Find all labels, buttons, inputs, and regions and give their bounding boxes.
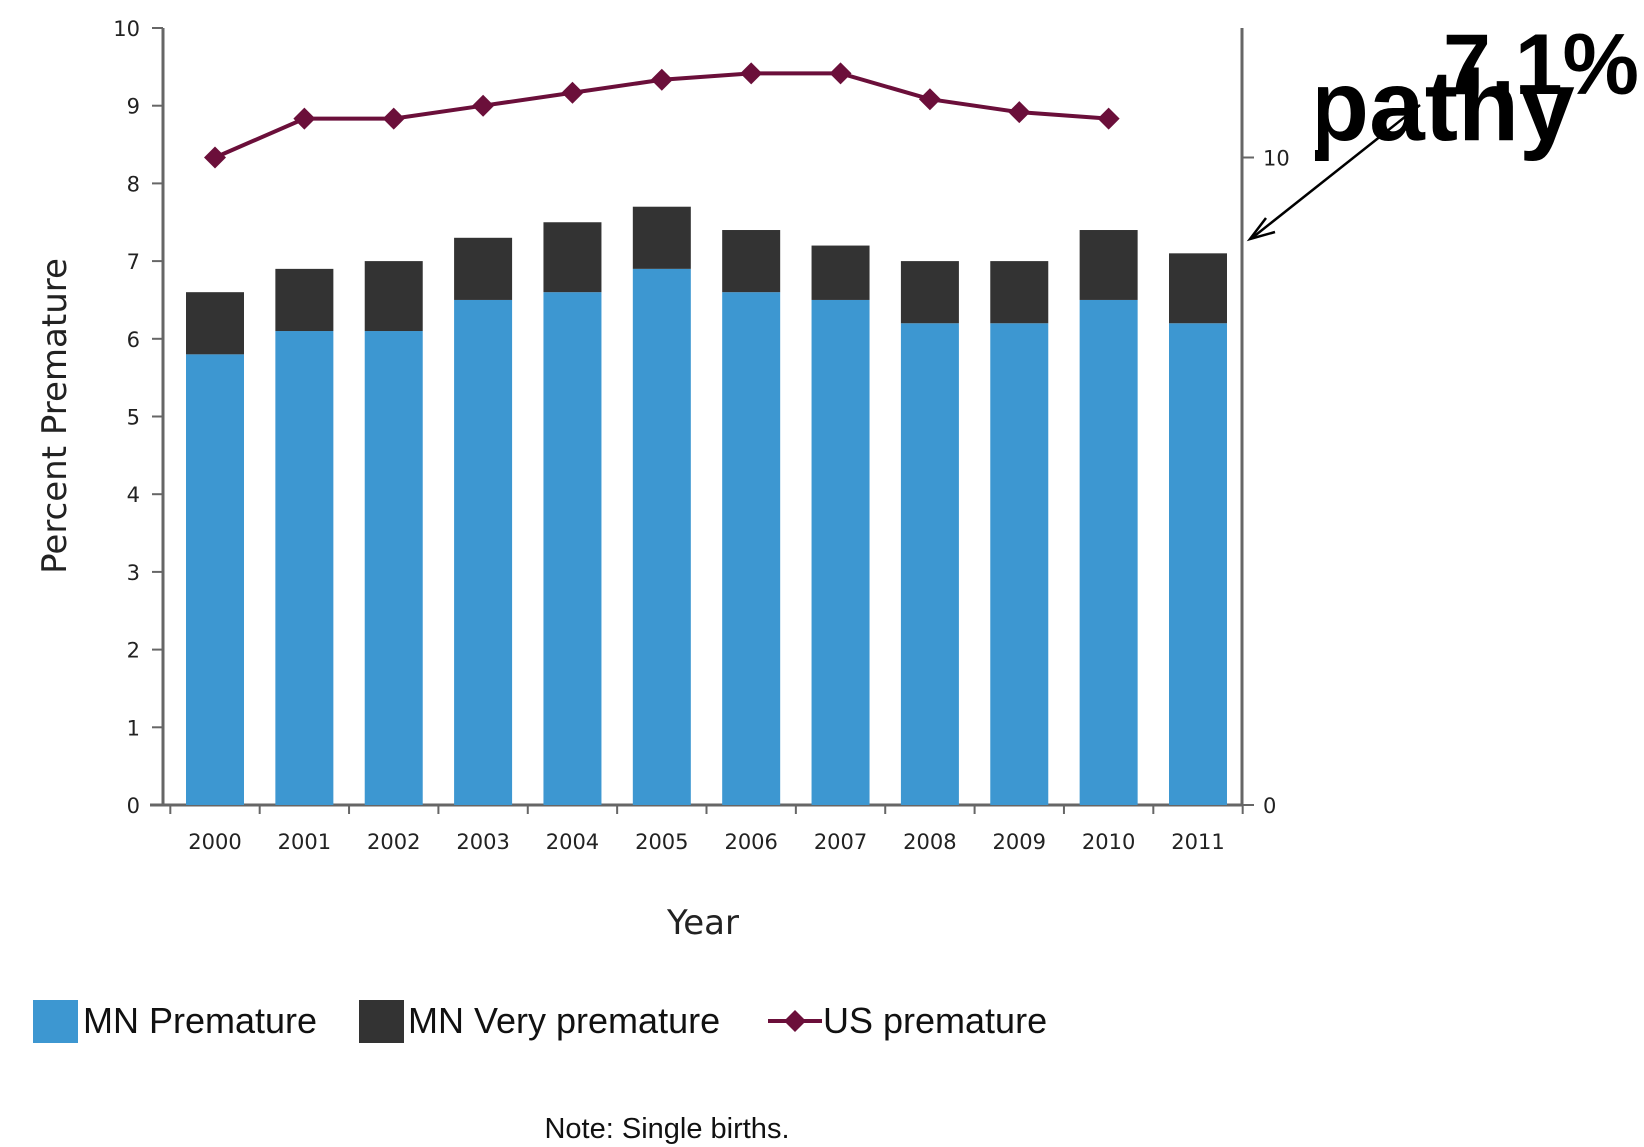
y-tick-label: 9 xyxy=(127,95,140,119)
left-y-ticks: 0 1 2 3 4 5 6 7 8 9 10 xyxy=(113,17,163,818)
x-axis-title: Year xyxy=(666,903,739,943)
bar-mn-premature xyxy=(632,268,691,805)
us-premature-point xyxy=(472,94,495,117)
y-tick-label: 2 xyxy=(127,639,140,663)
us-premature-point xyxy=(829,62,852,85)
bar-mn-very-premature xyxy=(543,222,602,293)
us-premature-point xyxy=(740,62,763,85)
bar-mn-premature xyxy=(275,331,334,805)
us-premature-line xyxy=(204,62,1120,169)
x-tick-label: 2001 xyxy=(278,830,331,854)
us-premature-point xyxy=(1008,101,1031,124)
y-tick-label: 5 xyxy=(127,406,140,430)
callout-arrow-line xyxy=(1251,104,1421,239)
y-tick-label: 8 xyxy=(127,172,140,196)
bar-mn-very-premature xyxy=(186,292,244,355)
x-tick-label: 2007 xyxy=(814,830,867,854)
legend-swatch-mn-premature xyxy=(33,1000,78,1043)
us-premature-point xyxy=(650,68,673,91)
right-y-ticks: 0 10 xyxy=(1242,147,1290,818)
bar-mn-very-premature xyxy=(990,261,1049,324)
bar-mn-premature xyxy=(543,292,602,805)
x-tick-label: 2009 xyxy=(993,830,1046,854)
x-ticks: 2000 2001 2002 2003 2004 2005 2006 2007 2008 2009… xyxy=(169,805,1244,854)
us-premature-point xyxy=(204,146,226,169)
legend-swatch-mn-very-premature xyxy=(359,1000,404,1043)
x-tick-label: 2003 xyxy=(456,830,509,854)
bar-mn-very-premature xyxy=(632,206,691,269)
x-tick-label: 2008 xyxy=(903,830,956,854)
bar-mn-very-premature xyxy=(722,230,781,293)
bars xyxy=(186,206,1227,805)
y-tick-label: 0 xyxy=(127,794,140,818)
chart-note: Note: Single births. xyxy=(544,1113,789,1145)
bar-mn-very-premature xyxy=(811,245,870,300)
callout-arrow-head xyxy=(1246,217,1276,242)
us-premature-point xyxy=(561,81,584,104)
bar-mn-premature xyxy=(1169,323,1227,805)
y-tick-label: 4 xyxy=(127,483,140,507)
overlay-fragment-text: pathy xyxy=(1308,50,1575,162)
y-tick-label: 6 xyxy=(127,328,140,352)
legend-label-us-premature: US premature xyxy=(823,1000,1047,1041)
us-premature-point xyxy=(382,107,405,130)
bar-mn-very-premature xyxy=(454,237,513,300)
bar-mn-very-premature xyxy=(900,261,959,324)
bar-mn-very-premature xyxy=(364,261,423,332)
y2-tick-label: 10 xyxy=(1263,147,1290,171)
x-tick-label: 2010 xyxy=(1082,830,1135,854)
overlay-mask xyxy=(1286,60,1318,150)
bar-mn-premature xyxy=(900,323,959,805)
overlay-percent-label: 7.1% xyxy=(1443,17,1639,113)
us-premature-point xyxy=(918,88,941,111)
us-premature-point xyxy=(293,107,316,130)
bar-mn-very-premature xyxy=(1079,230,1138,300)
bar-mn-premature xyxy=(990,323,1049,805)
bar-mn-very-premature xyxy=(1169,253,1227,324)
bar-mn-premature xyxy=(454,299,513,805)
y-tick-label: 3 xyxy=(127,561,140,585)
x-tick-label: 2000 xyxy=(188,830,241,854)
bar-mn-very-premature xyxy=(275,268,334,332)
y-tick-label: 7 xyxy=(127,250,140,274)
bar-mn-premature xyxy=(1079,299,1138,805)
legend: MN Premature MN Very premature US premat… xyxy=(33,1000,1047,1043)
x-tick-label: 2005 xyxy=(635,830,688,854)
us-premature-point xyxy=(1097,107,1120,130)
x-tick-label: 2002 xyxy=(367,830,420,854)
bar-mn-premature xyxy=(722,292,781,805)
bar-mn-premature xyxy=(811,299,870,805)
bar-mn-premature xyxy=(364,331,423,805)
legend-label-mn-very-premature: MN Very premature xyxy=(408,1000,720,1041)
y-tick-label: 10 xyxy=(113,17,140,41)
y-axis-title: Percent Premature xyxy=(35,258,75,574)
legend-label-mn-premature: MN Premature xyxy=(83,1000,317,1041)
y-tick-label: 1 xyxy=(127,716,140,740)
y2-tick-label: 0 xyxy=(1263,794,1276,818)
x-tick-label: 2006 xyxy=(724,830,777,854)
bar-mn-premature xyxy=(186,354,244,805)
x-tick-label: 2004 xyxy=(546,830,599,854)
x-tick-label: 2011 xyxy=(1171,830,1224,854)
legend-marker-us-premature xyxy=(784,1010,806,1032)
